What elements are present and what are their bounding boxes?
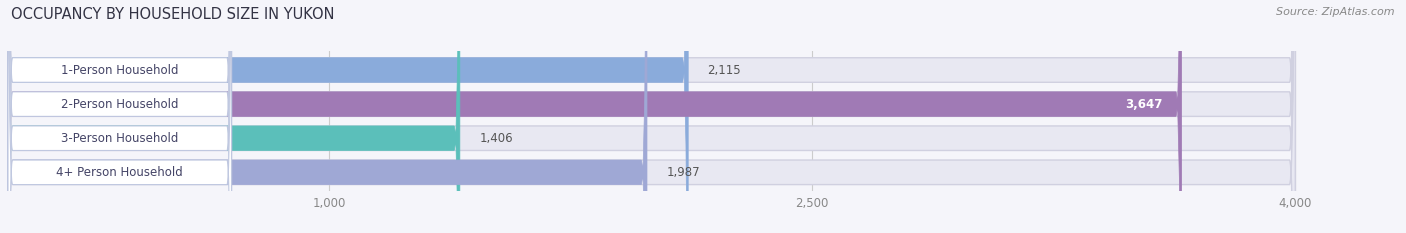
FancyBboxPatch shape (7, 0, 1295, 233)
Text: 2,115: 2,115 (707, 64, 741, 76)
Text: 3-Person Household: 3-Person Household (60, 132, 179, 145)
FancyBboxPatch shape (7, 0, 1295, 233)
FancyBboxPatch shape (8, 0, 232, 233)
FancyBboxPatch shape (8, 0, 232, 233)
FancyBboxPatch shape (7, 0, 460, 233)
FancyBboxPatch shape (7, 0, 688, 233)
Text: OCCUPANCY BY HOUSEHOLD SIZE IN YUKON: OCCUPANCY BY HOUSEHOLD SIZE IN YUKON (11, 7, 335, 22)
Text: Source: ZipAtlas.com: Source: ZipAtlas.com (1277, 7, 1395, 17)
FancyBboxPatch shape (7, 0, 1295, 233)
Text: 4+ Person Household: 4+ Person Household (56, 166, 183, 179)
Text: 1,987: 1,987 (666, 166, 700, 179)
Text: 1-Person Household: 1-Person Household (60, 64, 179, 76)
FancyBboxPatch shape (7, 0, 1181, 233)
FancyBboxPatch shape (7, 0, 647, 233)
Text: 1,406: 1,406 (479, 132, 513, 145)
FancyBboxPatch shape (8, 0, 232, 233)
Text: 2-Person Household: 2-Person Household (60, 98, 179, 111)
Text: 3,647: 3,647 (1125, 98, 1163, 111)
FancyBboxPatch shape (7, 0, 1295, 233)
FancyBboxPatch shape (8, 0, 232, 233)
